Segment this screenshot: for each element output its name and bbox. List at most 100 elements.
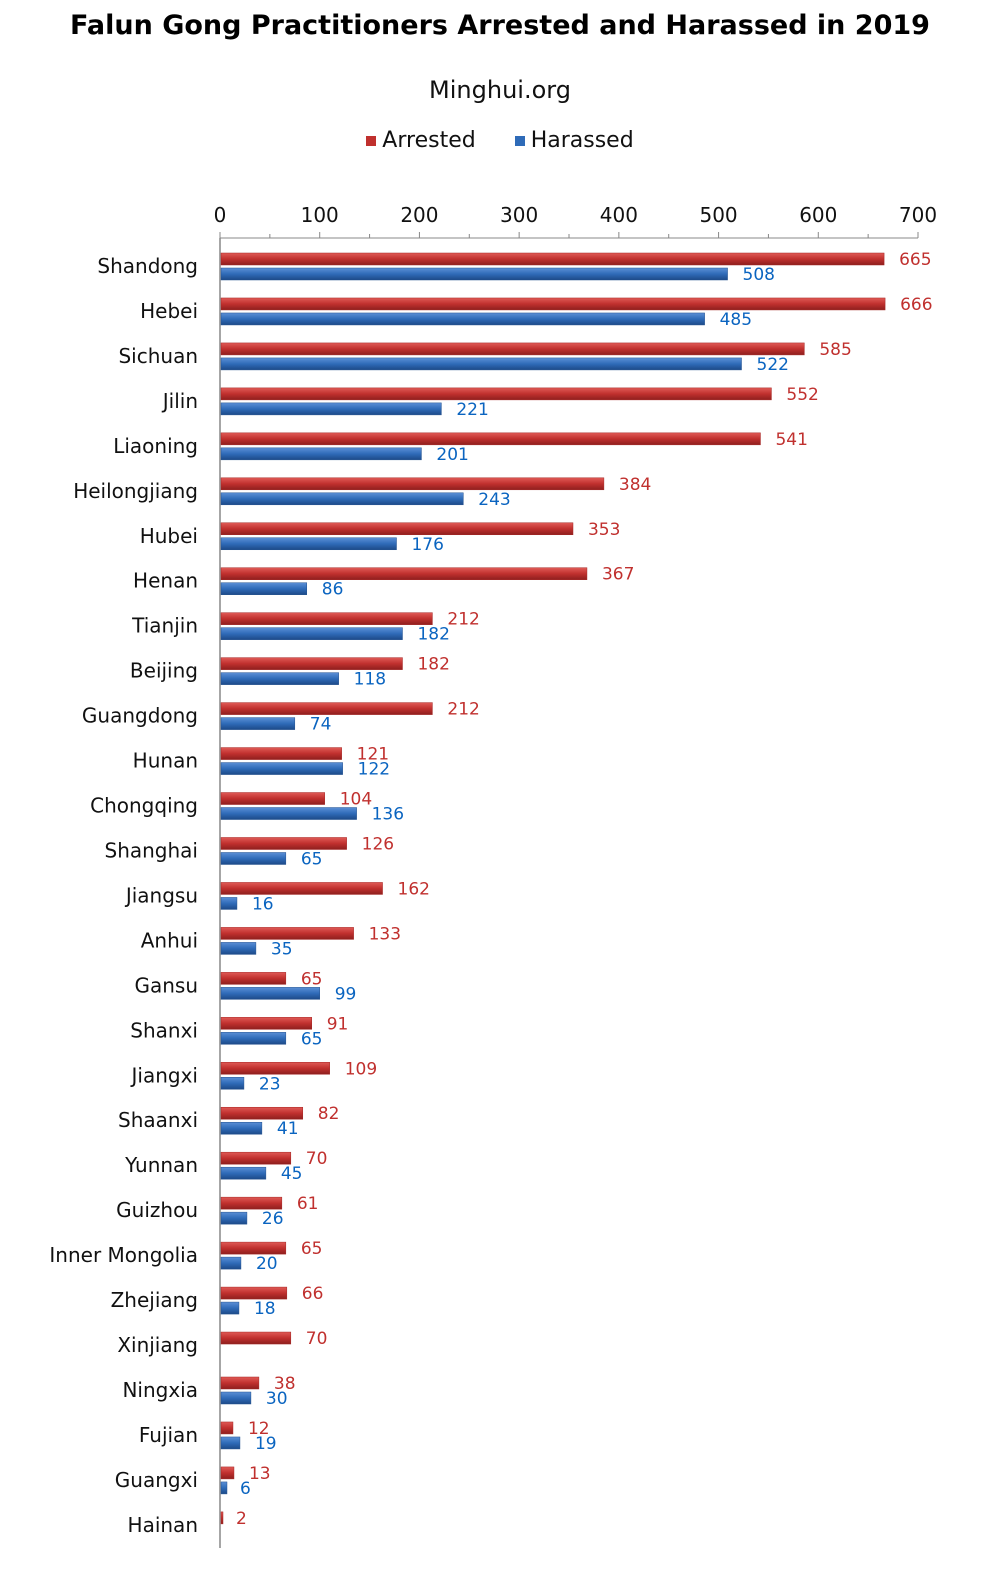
legend-swatch-arrested <box>366 136 377 146</box>
arrested-data-label: 384 <box>619 475 651 495</box>
harassed-bar <box>220 897 238 910</box>
arrested-data-label: 12 <box>248 1419 270 1439</box>
arrested-bar <box>220 657 403 670</box>
harassed-data-label: 35 <box>271 939 293 959</box>
arrested-bar <box>220 882 383 895</box>
arrested-bar <box>220 612 433 625</box>
arrested-bar <box>220 1062 330 1075</box>
harassed-bar <box>220 1301 240 1315</box>
arrested-data-label: 70 <box>306 1149 328 1169</box>
x-tick-label: 700 <box>899 203 937 227</box>
category-label: Inner Mongolia <box>49 1243 198 1267</box>
arrested-data-label: 212 <box>447 610 479 630</box>
harassed-data-label: 23 <box>259 1074 281 1094</box>
arrested-bar <box>220 522 574 536</box>
category-label: Sichuan <box>118 344 198 368</box>
arrested-bar <box>220 1286 288 1300</box>
harassed-data-label: 221 <box>456 400 488 420</box>
harassed-bar <box>220 987 320 1000</box>
harassed-data-label: 485 <box>720 310 752 330</box>
arrested-bar <box>220 1376 260 1390</box>
harassed-bar <box>220 1211 248 1225</box>
harassed-bar <box>220 942 257 955</box>
arrested-bar <box>220 792 325 805</box>
x-tick-label: 200 <box>400 203 438 227</box>
harassed-bar <box>220 447 422 461</box>
harassed-data-label: 6 <box>240 1479 251 1499</box>
category-label: Heilongjiang <box>73 479 198 503</box>
category-label: Guangxi <box>115 1468 198 1492</box>
harassed-bar <box>220 1436 241 1450</box>
arrested-data-label: 104 <box>340 790 372 810</box>
arrested-bar <box>220 702 433 715</box>
arrested-bar <box>220 1421 234 1435</box>
arrested-bar <box>220 252 885 266</box>
harassed-bar <box>220 627 403 640</box>
arrested-data-label: 367 <box>602 565 634 585</box>
harassed-data-label: 16 <box>252 894 274 914</box>
arrested-bar <box>220 1151 292 1165</box>
harassed-bar <box>220 537 397 551</box>
harassed-bar <box>220 267 728 281</box>
harassed-data-label: 65 <box>301 1029 323 1049</box>
arrested-data-label: 126 <box>362 834 394 854</box>
harassed-bar <box>220 1481 228 1495</box>
harassed-data-label: 26 <box>262 1209 284 1229</box>
category-label: Zhejiang <box>111 1288 198 1312</box>
harassed-data-label: 182 <box>417 625 449 645</box>
category-label: Xinjiang <box>117 1333 198 1357</box>
category-label: Guizhou <box>116 1198 198 1222</box>
arrested-data-label: 212 <box>447 700 479 720</box>
arrested-data-label: 70 <box>306 1329 328 1349</box>
arrested-data-label: 61 <box>297 1194 319 1214</box>
x-tick-label: 100 <box>301 203 339 227</box>
harassed-bar <box>220 1391 252 1405</box>
arrested-data-label: 162 <box>398 879 430 899</box>
category-label: Hubei <box>140 524 198 548</box>
category-label: Shanghai <box>105 838 199 862</box>
harassed-bar <box>220 852 287 865</box>
arrested-data-label: 121 <box>357 745 389 765</box>
category-label: Tianjin <box>131 614 198 638</box>
arrested-data-label: 353 <box>588 520 620 540</box>
harassed-bar <box>220 1032 287 1045</box>
category-label: Hunan <box>133 749 198 773</box>
category-label: Henan <box>133 569 198 593</box>
harassed-bar <box>220 807 357 820</box>
category-label: Gansu <box>134 973 198 997</box>
arrested-bar <box>220 1331 292 1345</box>
arrested-data-label: 665 <box>899 250 931 270</box>
harassed-bar <box>220 1121 263 1135</box>
category-label: Guangdong <box>82 704 198 728</box>
arrested-bar <box>220 1241 287 1255</box>
harassed-data-label: 18 <box>254 1299 276 1319</box>
harassed-data-label: 522 <box>757 355 789 375</box>
arrested-data-label: 133 <box>369 924 401 944</box>
arrested-data-label: 13 <box>249 1464 271 1484</box>
category-label: Shanxi <box>130 1018 198 1042</box>
harassed-data-label: 243 <box>478 490 510 510</box>
legend-item-harassed: Harassed <box>514 128 634 153</box>
harassed-data-label: 20 <box>256 1254 278 1274</box>
harassed-data-label: 176 <box>411 535 443 555</box>
arrested-data-label: 109 <box>345 1059 377 1079</box>
arrested-data-label: 666 <box>900 295 932 315</box>
category-label: Anhui <box>141 928 198 952</box>
harassed-data-label: 45 <box>281 1164 303 1184</box>
arrested-data-label: 585 <box>819 340 851 360</box>
category-label: Jiangxi <box>130 1063 198 1087</box>
harassed-data-label: 122 <box>358 760 390 780</box>
arrested-data-label: 2 <box>236 1509 247 1529</box>
category-label: Shaanxi <box>118 1108 198 1132</box>
harassed-data-label: 74 <box>310 715 332 735</box>
arrested-data-label: 66 <box>302 1284 324 1304</box>
harassed-data-label: 65 <box>301 849 323 869</box>
arrested-data-label: 552 <box>786 385 818 405</box>
harassed-bar <box>220 672 339 685</box>
arrested-data-label: 38 <box>274 1374 296 1394</box>
arrested-data-label: 82 <box>318 1104 340 1124</box>
arrested-data-label: 65 <box>301 1239 323 1259</box>
category-label: Jilin <box>161 389 198 413</box>
category-label: Fujian <box>139 1423 198 1447</box>
harassed-data-label: 86 <box>322 580 344 600</box>
